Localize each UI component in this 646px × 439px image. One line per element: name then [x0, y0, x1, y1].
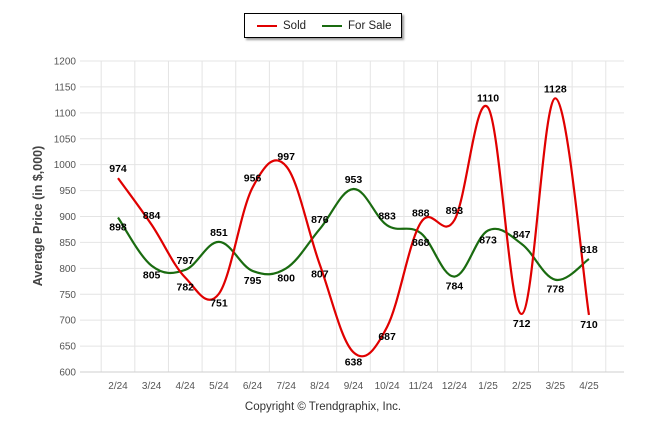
- data-label-for-sale: 876: [311, 214, 329, 226]
- data-label-for-sale: 800: [277, 272, 295, 284]
- data-label-sold: 1128: [544, 83, 567, 95]
- x-tick-label: 4/24: [176, 381, 196, 392]
- data-label-sold: 710: [580, 319, 598, 331]
- y-tick-label: 850: [59, 238, 76, 249]
- legend-label-sold: Sold: [283, 19, 307, 32]
- data-labels: 974 884 782 751 956 997 807 638 687 888 893 1110 712…: [109, 83, 598, 368]
- data-label-sold: 638: [345, 356, 363, 368]
- x-axis: 2/24 3/24 4/24 5/24 6/24 7/24 8/24 9/24 10/24 11/…: [80, 371, 624, 392]
- data-label-for-sale: 898: [109, 222, 127, 234]
- data-label-sold: 997: [277, 151, 295, 163]
- y-tick-label: 950: [59, 186, 76, 197]
- y-tick-label: 1200: [54, 57, 77, 68]
- data-label-for-sale: 795: [244, 275, 262, 287]
- data-label-for-sale: 805: [143, 270, 161, 282]
- y-tick-label: 650: [59, 342, 76, 353]
- data-label-sold: 956: [244, 172, 262, 184]
- data-label-sold: 888: [412, 208, 430, 220]
- y-tick-label: 600: [59, 368, 76, 379]
- data-label-sold: 884: [143, 210, 161, 222]
- x-tick-label: 2/24: [108, 381, 128, 392]
- x-tick-label: 2/25: [512, 381, 532, 392]
- x-tick-label: 3/25: [546, 381, 566, 392]
- legend: Sold For Sale: [244, 13, 402, 38]
- data-label-for-sale: 818: [580, 244, 598, 256]
- data-label-for-sale: 797: [177, 255, 195, 267]
- data-label-for-sale: 953: [345, 174, 363, 186]
- y-tick-label: 1050: [54, 134, 77, 145]
- y-axis: 600 650 700 750 800 850 900 950 1000 1050 1100 1150…: [54, 57, 77, 379]
- series-line-for-sale: [117, 187, 590, 281]
- y-tick-label: 1150: [54, 82, 76, 93]
- y-tick-label: 700: [59, 316, 76, 327]
- legend-swatch-sold: [257, 24, 277, 27]
- data-label-sold: 893: [446, 205, 464, 217]
- legend-item-for-sale[interactable]: For Sale: [322, 19, 392, 32]
- data-label-sold: 807: [311, 269, 329, 281]
- legend-swatch-for-sale: [322, 24, 343, 27]
- x-tick-label: 4/25: [579, 381, 599, 392]
- y-tick-label: 800: [59, 264, 76, 275]
- y-tick-label: 750: [59, 290, 76, 301]
- data-label-for-sale: 868: [412, 237, 430, 249]
- series-line-sold: [117, 97, 591, 358]
- data-label-sold: 782: [177, 282, 195, 294]
- data-label-for-sale: 778: [547, 284, 565, 296]
- data-label-sold: 1110: [477, 93, 499, 105]
- y-axis-title: Average Price (in $,000): [31, 145, 45, 287]
- legend-item-sold[interactable]: Sold: [257, 20, 306, 32]
- y-tick-label: 900: [59, 212, 76, 223]
- data-label-for-sale: 851: [210, 227, 228, 239]
- x-tick-label: 7/24: [276, 381, 296, 392]
- x-tick-label: 11/24: [409, 381, 434, 392]
- series-layer: [117, 97, 591, 358]
- data-label-for-sale: 784: [446, 281, 464, 293]
- x-tick-label: 8/24: [310, 381, 330, 392]
- x-tick-label: 9/24: [344, 381, 364, 392]
- x-tick-label: 12/24: [442, 381, 467, 392]
- y-tick-label: 1000: [54, 160, 77, 171]
- x-tick-label: 6/24: [243, 381, 263, 392]
- data-label-sold: 974: [109, 163, 127, 175]
- data-label-sold: 712: [513, 318, 531, 330]
- x-tick-label: 3/24: [142, 381, 162, 392]
- x-tick-label: 10/24: [375, 381, 400, 392]
- data-label-sold: 751: [210, 298, 228, 310]
- data-label-for-sale: 847: [513, 229, 531, 241]
- data-label-for-sale: 873: [479, 234, 497, 246]
- legend-label-for-sale: For Sale: [348, 19, 392, 32]
- x-tick-label: 5/24: [209, 381, 229, 392]
- copyright-footer: Copyright © Trendgraphix, Inc.: [244, 401, 402, 413]
- data-label-for-sale: 883: [378, 210, 396, 222]
- grid-layer: [80, 60, 624, 373]
- y-tick-label: 1100: [54, 108, 76, 119]
- data-label-sold: 687: [378, 331, 396, 343]
- x-tick-label: 1/25: [478, 381, 498, 392]
